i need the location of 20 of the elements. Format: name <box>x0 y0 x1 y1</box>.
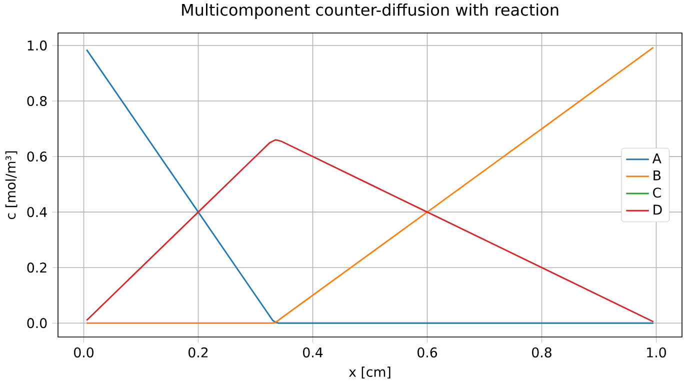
legend-label: C <box>653 188 661 198</box>
legend-label: A <box>652 153 662 164</box>
y-tick-label: 0.2 <box>27 262 46 273</box>
chart-title: Multicomponent counter-diffusion with reaction <box>182 3 558 19</box>
line-series <box>86 139 654 322</box>
x-tick-label: 1.0 <box>647 347 666 358</box>
x-tick-label: 0.8 <box>532 347 552 358</box>
y-tick-label: 0.4 <box>27 207 47 218</box>
x-tick-label: 0.2 <box>188 347 208 358</box>
y-tick-label: 0.6 <box>27 151 47 162</box>
x-axis-title: x [cm] <box>348 366 390 379</box>
y-tick-label: 0.8 <box>27 96 47 106</box>
legend-label: D <box>654 204 662 215</box>
legend-label: B <box>654 170 661 180</box>
y-axis-title: c [mol/m³] <box>5 151 18 220</box>
x-tick-label: 0.6 <box>418 347 438 358</box>
x-tick-label: 0.4 <box>303 347 323 358</box>
x-tick-label: 0.0 <box>74 347 94 358</box>
y-tick-label: 0.0 <box>27 318 47 328</box>
y-tick-label: 1.0 <box>28 40 47 51</box>
